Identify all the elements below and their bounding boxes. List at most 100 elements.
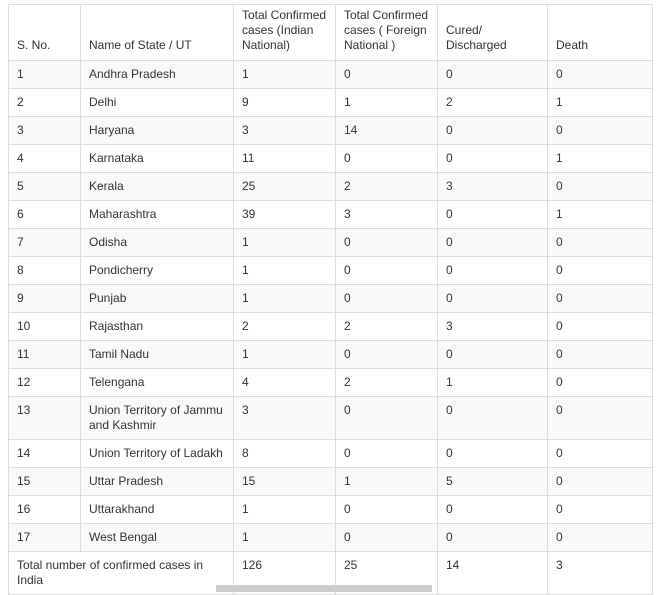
- cell-cured-discharged: 0: [437, 116, 548, 145]
- cell-serial-number: 15: [8, 467, 81, 496]
- cell-death: 0: [547, 312, 653, 341]
- cell-confirmed-foreign: 0: [335, 340, 438, 369]
- cell-cured-discharged: 0: [437, 256, 548, 285]
- table-row: 11 Tamil Nadu 1 0 0 0: [8, 340, 653, 369]
- cell-confirmed-foreign: 2: [335, 368, 438, 397]
- total-death: 3: [547, 551, 653, 595]
- cell-state-name: Tamil Nadu: [80, 340, 234, 369]
- cell-confirmed-foreign: 3: [335, 200, 438, 229]
- cell-death: 1: [547, 144, 653, 173]
- cell-serial-number: 7: [8, 228, 81, 257]
- cell-confirmed-foreign: 1: [335, 88, 438, 117]
- cell-confirmed-foreign: 0: [335, 284, 438, 313]
- table-row: 15 Uttar Pradesh 15 1 5 0: [8, 467, 653, 496]
- cell-confirmed-indian: 1: [233, 228, 336, 257]
- cell-death: 0: [547, 495, 653, 524]
- cell-cured-discharged: 0: [437, 396, 548, 440]
- header-row: S. No. Name of State / UT Total Confirme…: [8, 4, 653, 61]
- cell-serial-number: 5: [8, 172, 81, 201]
- cell-serial-number: 14: [8, 439, 81, 468]
- cell-state-name: Odisha: [80, 228, 234, 257]
- cell-cured-discharged: 1: [437, 368, 548, 397]
- cell-confirmed-indian: 1: [233, 284, 336, 313]
- cell-confirmed-indian: 39: [233, 200, 336, 229]
- cell-confirmed-foreign: 0: [335, 228, 438, 257]
- cell-confirmed-foreign: 0: [335, 523, 438, 552]
- cell-death: 0: [547, 228, 653, 257]
- cell-confirmed-indian: 2: [233, 312, 336, 341]
- cell-confirmed-foreign: 0: [335, 256, 438, 285]
- table-row: 17 West Bengal 1 0 0 0: [8, 523, 653, 552]
- cell-death: 0: [547, 467, 653, 496]
- table-row: 6 Maharashtra 39 3 0 1: [8, 200, 653, 229]
- cell-state-name: Andhra Pradesh: [80, 60, 234, 89]
- table-row: 7 Odisha 1 0 0 0: [8, 228, 653, 257]
- header-state-name: Name of State / UT: [80, 4, 234, 61]
- cell-cured-discharged: 0: [437, 340, 548, 369]
- header-confirmed-foreign: Total Confirmed cases ( Foreign National…: [335, 4, 438, 61]
- cell-state-name: Delhi: [80, 88, 234, 117]
- table-row: 10 Rajasthan 2 2 3 0: [8, 312, 653, 341]
- cell-serial-number: 8: [8, 256, 81, 285]
- table-row: 5 Kerala 25 2 3 0: [8, 172, 653, 201]
- cell-confirmed-foreign: 0: [335, 396, 438, 440]
- cell-confirmed-indian: 15: [233, 467, 336, 496]
- cell-state-name: Maharashtra: [80, 200, 234, 229]
- header-death: Death: [547, 4, 653, 61]
- cell-state-name: Haryana: [80, 116, 234, 145]
- cell-serial-number: 3: [8, 116, 81, 145]
- cell-confirmed-indian: 3: [233, 116, 336, 145]
- header-serial-number: S. No.: [8, 4, 81, 61]
- cell-state-name: Punjab: [80, 284, 234, 313]
- cell-confirmed-indian: 8: [233, 439, 336, 468]
- cell-state-name: Uttar Pradesh: [80, 467, 234, 496]
- table-row: 14 Union Territory of Ladakh 8 0 0 0: [8, 439, 653, 468]
- table-row: 9 Punjab 1 0 0 0: [8, 284, 653, 313]
- cell-cured-discharged: 0: [437, 523, 548, 552]
- cell-serial-number: 12: [8, 368, 81, 397]
- table-row: 12 Telengana 4 2 1 0: [8, 368, 653, 397]
- cell-cured-discharged: 2: [437, 88, 548, 117]
- cell-state-name: West Bengal: [80, 523, 234, 552]
- cell-cured-discharged: 0: [437, 228, 548, 257]
- cell-state-name: Kerala: [80, 172, 234, 201]
- cell-serial-number: 4: [8, 144, 81, 173]
- table-row: 4 Karnataka 11 0 0 1: [8, 144, 653, 173]
- cell-confirmed-indian: 11: [233, 144, 336, 173]
- cell-death: 0: [547, 256, 653, 285]
- cell-death: 0: [547, 396, 653, 440]
- cell-serial-number: 2: [8, 88, 81, 117]
- cell-death: 0: [547, 340, 653, 369]
- covid-cases-table: S. No. Name of State / UT Total Confirme…: [8, 4, 653, 595]
- cell-serial-number: 9: [8, 284, 81, 313]
- cell-cured-discharged: 5: [437, 467, 548, 496]
- cell-death: 0: [547, 116, 653, 145]
- cell-serial-number: 17: [8, 523, 81, 552]
- cell-state-name: Union Territory of Jammu and Kashmir: [80, 396, 234, 440]
- table-body: 1 Andhra Pradesh 1 0 0 0 2 Delhi 9 1 2 1 3 Haryana 3 14…: [8, 60, 653, 552]
- cell-confirmed-foreign: 2: [335, 172, 438, 201]
- cell-serial-number: 1: [8, 60, 81, 89]
- cell-cured-discharged: 0: [437, 60, 548, 89]
- cell-state-name: Telengana: [80, 368, 234, 397]
- cell-confirmed-indian: 25: [233, 172, 336, 201]
- cell-death: 0: [547, 439, 653, 468]
- table-row: 8 Pondicherry 1 0 0 0: [8, 256, 653, 285]
- cell-confirmed-indian: 3: [233, 396, 336, 440]
- cell-confirmed-indian: 1: [233, 495, 336, 524]
- total-cured-discharged: 14: [437, 551, 548, 595]
- header-confirmed-indian: Total Confirmed cases (Indian National): [233, 4, 336, 61]
- total-row-label: Total number of confirmed cases in India: [8, 551, 234, 595]
- cell-confirmed-indian: 4: [233, 368, 336, 397]
- cell-serial-number: 10: [8, 312, 81, 341]
- cell-state-name: Karnataka: [80, 144, 234, 173]
- cell-cured-discharged: 0: [437, 495, 548, 524]
- cell-death: 0: [547, 523, 653, 552]
- header-cured-discharged: Cured/ Discharged: [437, 4, 548, 61]
- cell-state-name: Rajasthan: [80, 312, 234, 341]
- cell-state-name: Union Territory of Ladakh: [80, 439, 234, 468]
- table-row: 3 Haryana 3 14 0 0: [8, 116, 653, 145]
- cell-death: 0: [547, 172, 653, 201]
- table-row: 2 Delhi 9 1 2 1: [8, 88, 653, 117]
